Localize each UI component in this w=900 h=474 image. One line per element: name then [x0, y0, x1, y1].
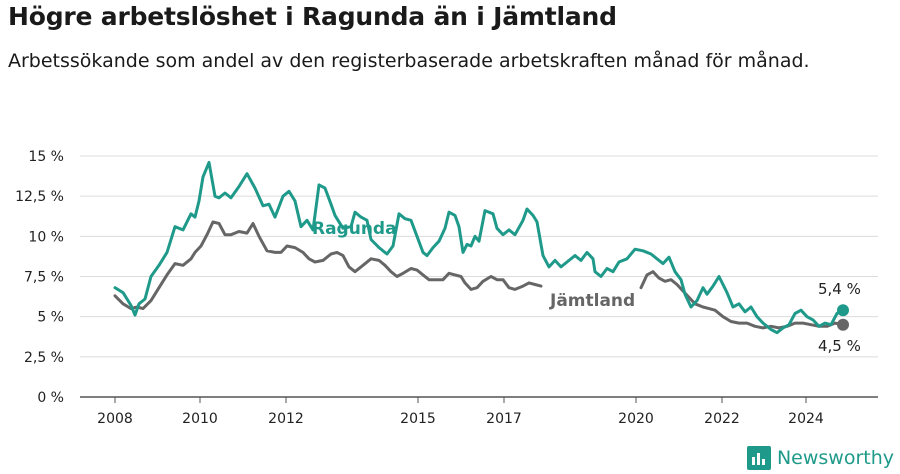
- y-tick-label: 10 %: [28, 229, 64, 245]
- brand-name: Newsworthy: [776, 447, 894, 469]
- y-tick-label: 12,5 %: [15, 189, 64, 205]
- x-tick-label: 2012: [268, 411, 304, 427]
- x-tick-label: 2022: [704, 411, 740, 427]
- x-tick-label: 2020: [618, 411, 654, 427]
- x-tick-label: 2015: [400, 411, 436, 427]
- y-tick-label: 0 %: [37, 390, 64, 406]
- series-label-jamtland: Jämtland: [549, 291, 635, 311]
- x-tick-label: 2017: [486, 411, 522, 427]
- grid-layer: 0 % 2,5 % 5 % 7,5 % 10 % 12,5 % 15 % 2008 2010 20…: [15, 149, 878, 427]
- newsworthy-logo: Newsworthy: [746, 446, 894, 470]
- series-line-jamtland: [639, 270, 845, 330]
- y-tick-label: 15 %: [28, 149, 64, 165]
- end-label-jamtland: 4,5 %: [818, 337, 861, 355]
- chart-subtitle: Arbetssökande som andel av den registerb…: [8, 50, 810, 72]
- end-point-ragunda: [837, 304, 849, 317]
- x-tick-label: 2024: [788, 411, 824, 427]
- label-layer: Ragunda Jämtland 5,4 % 4,5 %: [312, 219, 861, 355]
- x-tick-label: 2010: [182, 411, 218, 427]
- end-label-ragunda: 5,4 %: [818, 280, 861, 298]
- bar-chart-icon: [746, 446, 771, 470]
- series-line-ragunda: [113, 160, 845, 335]
- y-tick-label: 7,5 %: [24, 270, 64, 286]
- x-tick-label: 2008: [97, 411, 133, 427]
- y-tick-label: 5 %: [37, 310, 64, 326]
- series-layer: [113, 160, 849, 335]
- series-label-ragunda: Ragunda: [312, 219, 397, 239]
- series-line-jamtland: [113, 220, 543, 311]
- y-tick-label: 2,5 %: [24, 350, 64, 366]
- chart-title: Högre arbetslöshet i Ragunda än i Jämtla…: [8, 2, 617, 31]
- end-point-jamtland: [837, 318, 849, 331]
